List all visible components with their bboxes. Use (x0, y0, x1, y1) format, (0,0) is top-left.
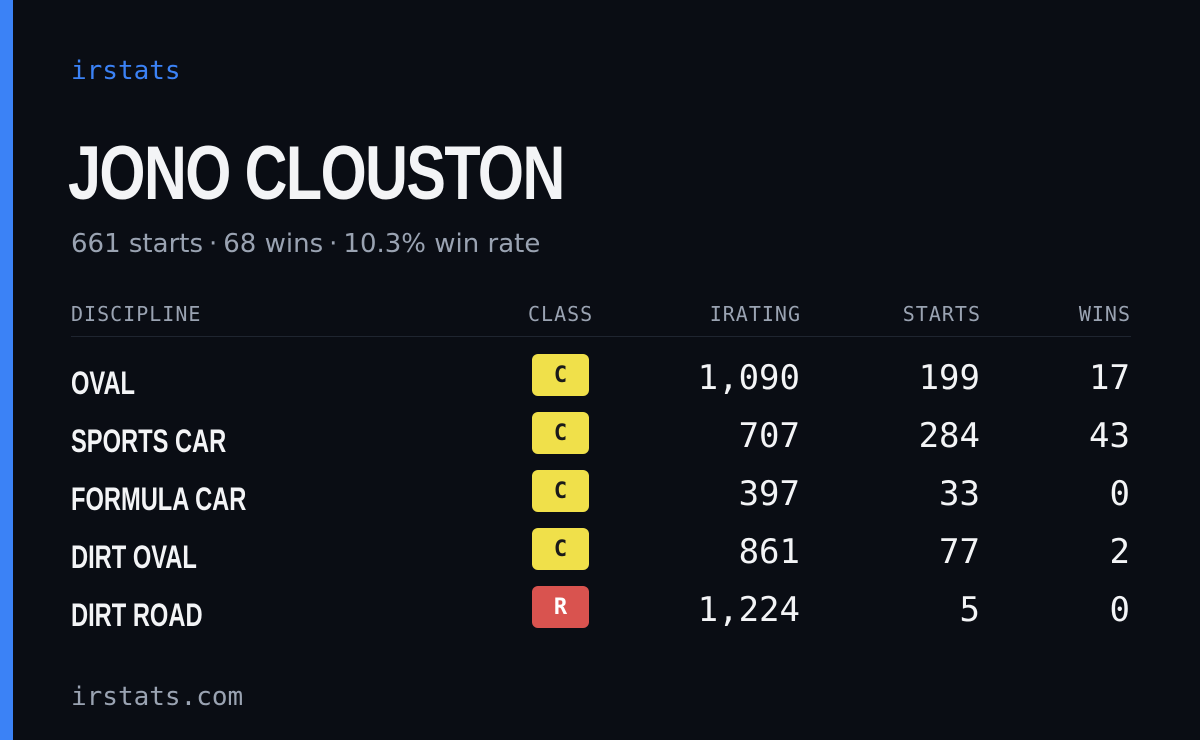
starts-summary: 661 starts (71, 229, 203, 259)
separator-dot: · (209, 229, 218, 259)
table-row: FORMULA CAR C 397 33 0 (0, 470, 1200, 528)
table-row: DIRT OVAL C 861 77 2 (0, 528, 1200, 586)
starts-value: 33 (939, 474, 980, 514)
starts-value: 284 (918, 416, 980, 456)
header-class: CLASS (528, 302, 594, 326)
wins-value: 0 (1109, 474, 1130, 514)
header-discipline: DISCIPLINE (71, 302, 202, 326)
starts-value: 5 (959, 590, 980, 630)
discipline-name: FORMULA CAR (71, 481, 247, 517)
header-divider (71, 336, 1131, 337)
class-badge: C (532, 470, 589, 512)
wins-value: 0 (1109, 590, 1130, 630)
wins-value: 17 (1089, 358, 1130, 398)
table-row: SPORTS CAR C 707 284 43 (0, 412, 1200, 470)
wins-value: 43 (1089, 416, 1130, 456)
irating-value: 1,224 (697, 590, 800, 630)
brand-logo: irstats (71, 56, 181, 86)
discipline-name: DIRT ROAD (71, 597, 203, 633)
wins-summary: 68 wins (223, 229, 324, 259)
header-irating: IRATING (709, 302, 801, 326)
footer-url: irstats.com (71, 682, 244, 712)
irating-value: 707 (738, 416, 800, 456)
starts-value: 199 (918, 358, 980, 398)
irating-value: 397 (738, 474, 800, 514)
header-starts: STARTS (902, 302, 981, 326)
discipline-name: SPORTS CAR (71, 423, 227, 459)
table-row: OVAL C 1,090 199 17 (0, 354, 1200, 412)
class-badge: C (532, 354, 589, 396)
class-badge: R (532, 586, 589, 628)
winrate-summary: 10.3% win rate (343, 229, 541, 259)
starts-value: 77 (939, 532, 980, 572)
table-row: DIRT ROAD R 1,224 5 0 (0, 586, 1200, 644)
driver-name: JONO CLOUSTON (68, 131, 565, 216)
wins-value: 2 (1109, 532, 1130, 572)
separator-dot: · (329, 229, 338, 259)
irating-value: 1,090 (697, 358, 800, 398)
discipline-name: OVAL (71, 365, 136, 401)
accent-bar (0, 0, 13, 740)
class-badge: C (532, 528, 589, 570)
driver-summary: 661 starts · 68 wins · 10.3% win rate (71, 229, 540, 259)
discipline-name: DIRT OVAL (71, 539, 197, 575)
class-badge: C (532, 412, 589, 454)
irating-value: 861 (738, 532, 800, 572)
header-wins: WINS (1078, 302, 1131, 326)
